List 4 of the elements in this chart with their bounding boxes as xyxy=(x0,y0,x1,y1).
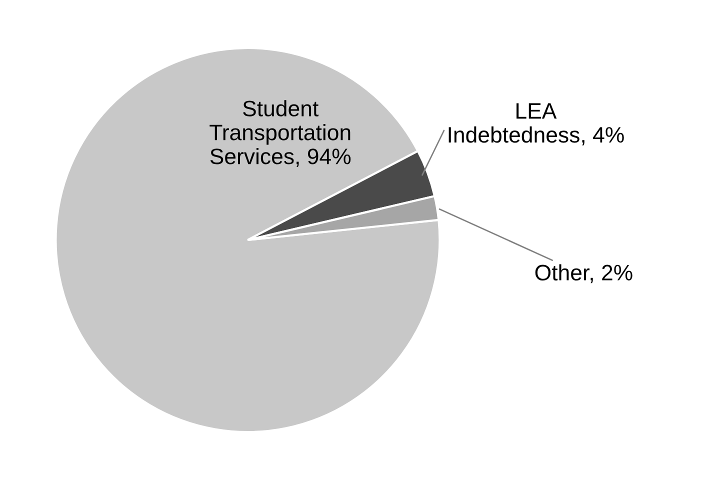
slice-label: Other, 2% xyxy=(535,264,632,284)
slice-label: LEA Indebtedness, 4% xyxy=(448,103,624,146)
pie-slice xyxy=(54,46,441,434)
slice-label: Student Transportation Services, 94% xyxy=(210,100,351,167)
